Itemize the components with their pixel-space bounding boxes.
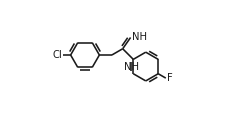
Text: NH: NH — [124, 62, 139, 72]
Text: F: F — [167, 73, 172, 83]
Text: Cl: Cl — [52, 50, 62, 60]
Text: NH: NH — [132, 32, 147, 42]
